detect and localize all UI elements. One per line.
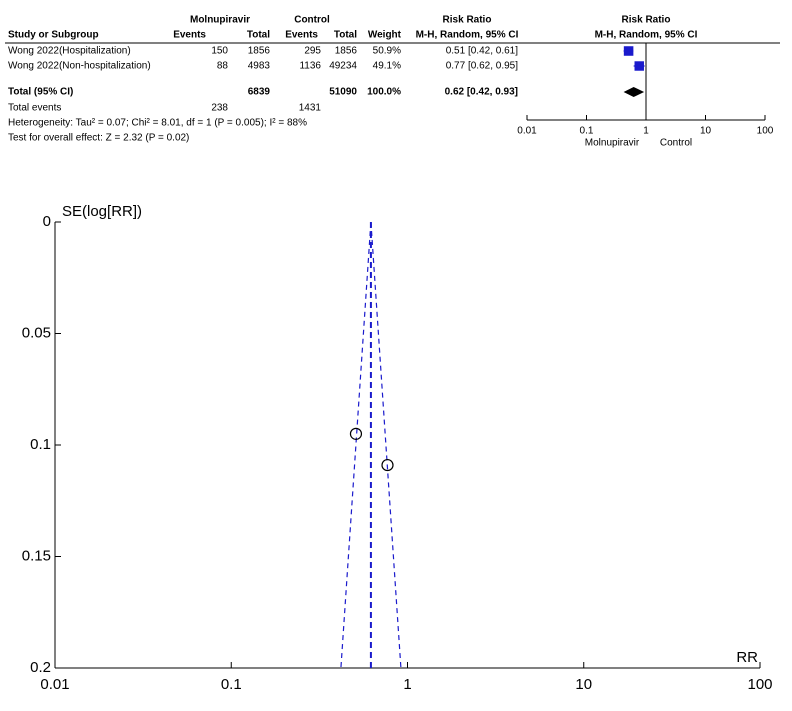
funnel-limit <box>340 221 372 669</box>
x-tick-label: 10 <box>575 676 592 693</box>
y-tick-label: 0.05 <box>22 324 51 341</box>
events: 150 <box>211 46 228 57</box>
column-header: M-H, Random, 95% CI <box>416 30 519 41</box>
weight: 100.0% <box>367 87 401 98</box>
column-header: M-H, Random, 95% CI <box>595 30 698 41</box>
events: 1136 <box>299 61 321 72</box>
total: 49234 <box>329 61 357 72</box>
study-square <box>634 61 644 71</box>
overall-effect: Test for overall effect: Z = 2.32 (P = 0… <box>8 133 189 144</box>
x-axis-label: RR <box>736 649 758 666</box>
total: 1856 <box>335 46 358 57</box>
total-diamond <box>623 87 645 97</box>
x-tick-label: 0.1 <box>580 126 594 137</box>
x-tick-label: 1 <box>643 126 649 137</box>
group-header: Molnupiravir <box>190 15 250 26</box>
group-header: Risk Ratio <box>443 15 492 26</box>
y-axis-label: SE(log[RR]) <box>62 203 142 220</box>
total: 4983 <box>248 61 271 72</box>
weight: 50.9% <box>373 46 401 57</box>
x-tick-label: 1 <box>403 676 411 693</box>
study-point <box>349 427 363 440</box>
column-header: Weight <box>368 30 402 41</box>
total: 1856 <box>248 46 271 57</box>
events: 1431 <box>299 103 322 114</box>
ci-label: 0.51 [0.42, 0.61] <box>446 46 519 57</box>
ci-label: 0.77 [0.62, 0.95] <box>446 61 519 72</box>
x-tick-label: 100 <box>757 126 774 137</box>
y-tick-label: 0.1 <box>30 436 51 453</box>
y-tick-label: 0 <box>43 213 51 230</box>
events: 88 <box>217 61 229 72</box>
x-tick-label: 0.01 <box>517 126 537 137</box>
weight: 49.1% <box>373 61 401 72</box>
group-header: Control <box>294 15 330 26</box>
group-header: Risk Ratio <box>622 15 671 26</box>
column-header: Total <box>334 30 357 41</box>
total-name: Total (95% CI) <box>8 87 73 98</box>
y-tick-label: 0.15 <box>22 547 51 564</box>
ci-label: 0.62 [0.42, 0.93] <box>445 87 518 98</box>
column-header: Events <box>173 30 206 41</box>
x-tick-label: 0.01 <box>40 676 69 693</box>
events: 238 <box>211 103 228 114</box>
column-header: Study or Subgroup <box>8 30 99 41</box>
x-tick-label: 10 <box>700 126 712 137</box>
favours-label: Molnupiravir <box>585 138 640 149</box>
total: 51090 <box>329 87 357 98</box>
favours-label: Control <box>660 138 692 149</box>
study-square <box>623 46 634 56</box>
y-tick-label: 0.2 <box>30 659 51 676</box>
column-header: Events <box>285 30 318 41</box>
x-tick-label: 100 <box>747 676 772 693</box>
total-events-name: Total events <box>8 103 61 114</box>
total: 6839 <box>248 87 271 98</box>
events: 295 <box>304 46 321 57</box>
study-point <box>381 458 394 472</box>
funnel-limit <box>370 221 402 669</box>
study-name: Wong 2022(Non-hospitalization) <box>8 61 151 72</box>
x-tick-label: 0.1 <box>221 676 242 693</box>
column-header: Total <box>247 30 270 41</box>
study-name: Wong 2022(Hospitalization) <box>8 46 131 57</box>
heterogeneity: Heterogeneity: Tau² = 0.07; Chi² = 8.01,… <box>8 118 307 129</box>
